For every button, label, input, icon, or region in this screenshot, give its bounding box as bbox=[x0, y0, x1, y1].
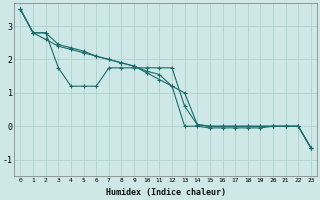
X-axis label: Humidex (Indice chaleur): Humidex (Indice chaleur) bbox=[106, 188, 226, 197]
